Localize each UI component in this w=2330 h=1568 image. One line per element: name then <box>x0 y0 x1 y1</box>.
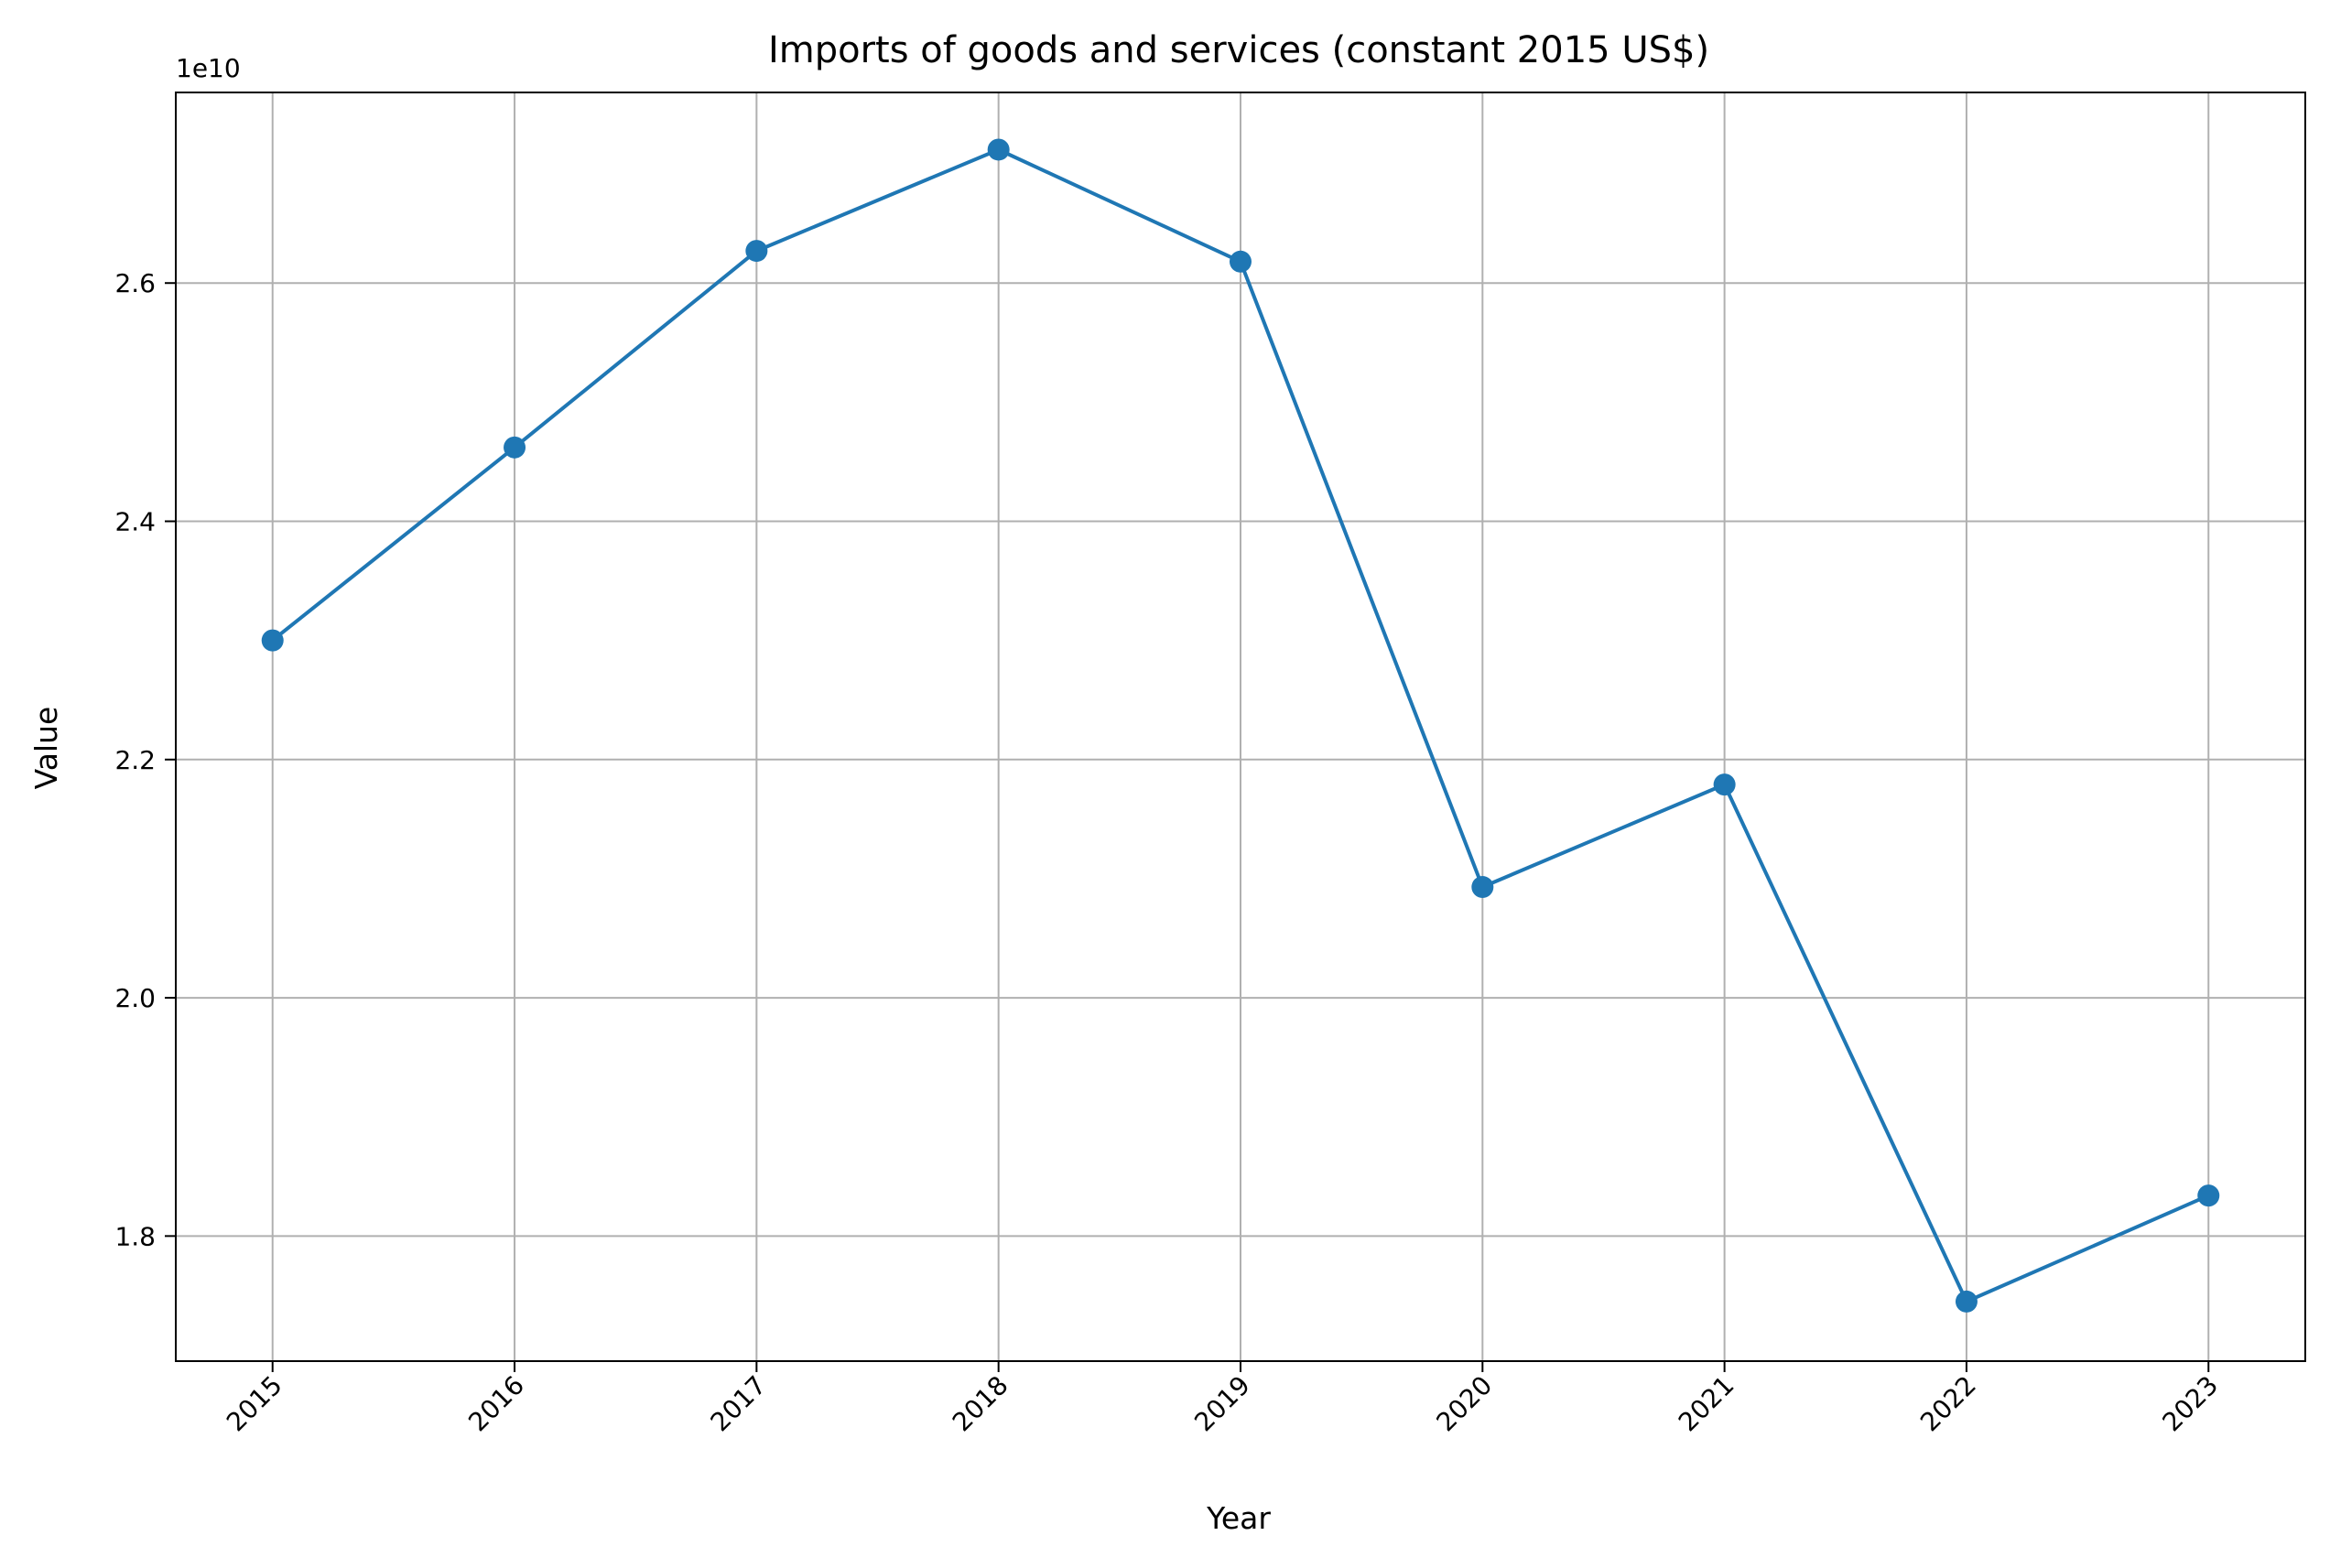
y-axis-ticks: 1.8 2.0 2.2 2.4 2.6 <box>114 268 176 1251</box>
y-tick-label: 1.8 <box>114 1221 156 1251</box>
data-point <box>745 240 768 263</box>
data-point <box>1713 773 1736 796</box>
y-axis-label: Value <box>28 707 64 790</box>
data-point <box>1230 250 1252 273</box>
series-marker-layer <box>261 138 2220 1313</box>
chart-title: Imports of goods and services (constant … <box>768 29 1709 71</box>
y-tick-label: 2.4 <box>114 507 156 537</box>
y-tick-label: 2.6 <box>114 268 156 298</box>
x-axis-label: Year <box>1206 1500 1271 1536</box>
y-tick-label: 2.0 <box>114 983 156 1013</box>
data-point <box>2197 1184 2220 1207</box>
grid-lines <box>176 92 2305 1361</box>
data-point <box>1955 1290 1978 1313</box>
y-axis-offset-label: 1e10 <box>176 53 241 83</box>
data-point <box>987 138 1010 161</box>
data-point <box>261 629 284 652</box>
y-tick-label: 2.2 <box>114 745 156 775</box>
data-point <box>1471 876 1494 899</box>
data-point <box>504 436 526 459</box>
